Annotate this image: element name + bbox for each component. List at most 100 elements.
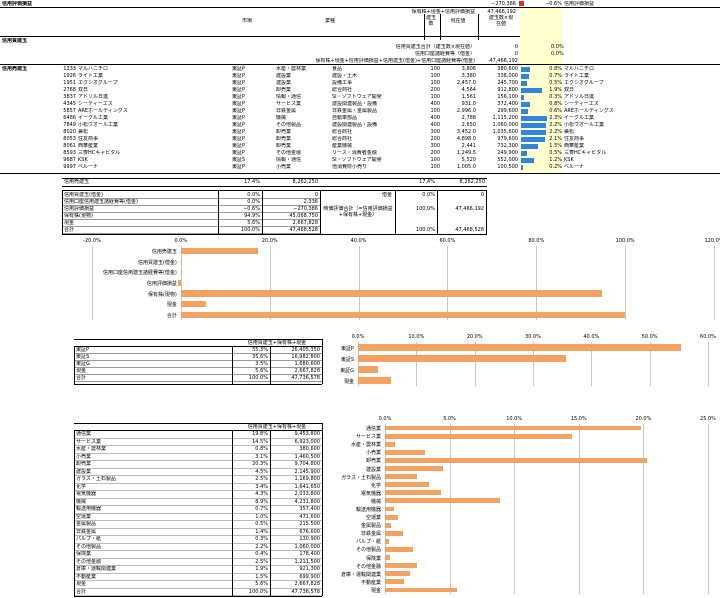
industry-value: 1,060,000 [294, 543, 320, 550]
gridline [536, 246, 538, 320]
gridline [358, 246, 360, 320]
industry-row-line [74, 557, 322, 559]
holding-pct: 0.6% [549, 108, 562, 114]
market-pct: 55.3% [252, 347, 268, 353]
industry-row-line [74, 482, 322, 484]
holding-shares: 100 [430, 94, 440, 100]
sell-total-value2: 8,262,250 [459, 179, 485, 185]
category-label: 非鉄金属 [360, 531, 381, 538]
gridline [708, 342, 709, 386]
industry-label: 小売業 [76, 453, 92, 460]
holding-price: 4,898.0 [456, 136, 476, 142]
industry-pct: 1.0% [255, 513, 268, 520]
market-label: 現金 [76, 368, 87, 374]
holding-market: 東証P [232, 136, 246, 142]
holding-price: 4,564 [461, 87, 476, 93]
summary-value: 2,667,828 [292, 220, 318, 226]
gridline [578, 424, 580, 594]
market-row-line [74, 353, 322, 354]
chart-bar [385, 482, 429, 488]
industry-value: 9,453,800 [294, 431, 320, 437]
holding-pct: 0.5% [549, 80, 562, 86]
gridline [180, 246, 182, 320]
holding-industry: 情報・通信 [276, 157, 302, 163]
tick-label: 100.0% [615, 238, 635, 244]
holding-market: 東証P [232, 115, 246, 121]
holding-price: 931.0 [461, 101, 476, 107]
holding-industry: 建設業 [276, 80, 292, 86]
gridline [643, 424, 645, 594]
summary-pct: 5.6% [247, 220, 260, 226]
holding-value: 1,060,000 [492, 122, 518, 128]
industry-pct: 2.2% [255, 543, 268, 550]
sum-value-right: 47,468,528 [455, 227, 484, 233]
holding-name: イーグル工業 [78, 115, 109, 121]
industry-label: その他製品 [76, 543, 102, 550]
industry-label: 保険業 [76, 551, 92, 557]
col-industry: 業種 [324, 18, 335, 24]
holding-value: 249,900 [497, 150, 518, 156]
holding-price: 5,520 [461, 157, 476, 163]
gridline [649, 342, 651, 386]
holding-market: 東証P [232, 80, 246, 86]
industry-label: 卸売業 [76, 461, 92, 467]
gridline [474, 342, 476, 386]
chart-bar [358, 355, 566, 362]
pct-bar [521, 74, 529, 79]
mark-total-pct: 100.0% [415, 206, 435, 212]
category-label: 倉庫・運輸関連業 [340, 571, 381, 578]
pct-bar [521, 123, 546, 128]
holding-code: 8593 [63, 150, 76, 156]
market-label: 合計 [76, 375, 87, 381]
summary-row-line [62, 205, 320, 206]
holding-shares: 200 [430, 136, 440, 142]
holding-industry: 卸売業 [276, 129, 292, 135]
pct-bar [521, 95, 524, 100]
holding-sector: 建設・土木 [332, 73, 358, 79]
industry-label: 水産・農林業 [76, 446, 107, 452]
tick-label: 60.0% [700, 334, 716, 340]
holding-label: エクシオグループ [564, 80, 604, 86]
holding-pct: 0.2% [549, 164, 562, 170]
chart-bar [385, 433, 573, 439]
chart-bar [385, 563, 418, 569]
summary-label: 合計 [64, 227, 75, 233]
holding-market: 東証P [232, 164, 246, 170]
category-label: 現金 [166, 302, 177, 309]
tick-label: 60.0% [439, 238, 456, 244]
holding-label: 兼松 [564, 129, 575, 135]
pct-bar [521, 67, 530, 72]
market-value: 1,680,600 [294, 361, 320, 367]
holding-label: シーティーエス [564, 101, 599, 107]
gridline [92, 246, 93, 320]
chart-bar [385, 514, 398, 520]
holding-value: 1,035,600 [492, 129, 518, 135]
category-label: 現金 [370, 587, 381, 594]
chart-bar [385, 490, 441, 496]
holding-code: 5857 [63, 108, 76, 114]
category-label: 機械 [370, 498, 381, 505]
sell-total-pct: 17.4% [244, 179, 260, 185]
holding-value: 338,000 [497, 73, 518, 79]
holding-pct: 1.2% [549, 157, 562, 163]
holding-market: 東証P [232, 122, 246, 128]
industry-row-line [74, 535, 322, 536]
category-label: 小売業 [365, 450, 381, 457]
tick-label: 0.0% [378, 416, 392, 422]
holding-price: 3,380 [461, 73, 476, 79]
chart-bar [180, 311, 626, 318]
industry-pct: 1.9% [255, 566, 268, 572]
industry-value: 357,400 [299, 506, 320, 512]
holding-shares: 400 [430, 115, 440, 121]
pct-bar [521, 81, 527, 86]
industry-pct: 1.4% [255, 528, 268, 535]
holding-label: 三菱HCキャピタル [564, 150, 607, 156]
holding-label: ライト工業 [564, 73, 590, 79]
pct-bar [521, 137, 545, 142]
sum-value: 47,466,192 [489, 58, 518, 64]
chart-bar [358, 344, 681, 351]
holding-industry: 小売業 [276, 164, 292, 170]
industry-pct: 14.5% [252, 438, 268, 445]
pct-bar [521, 109, 528, 114]
holding-pct: 0.5% [549, 150, 562, 156]
